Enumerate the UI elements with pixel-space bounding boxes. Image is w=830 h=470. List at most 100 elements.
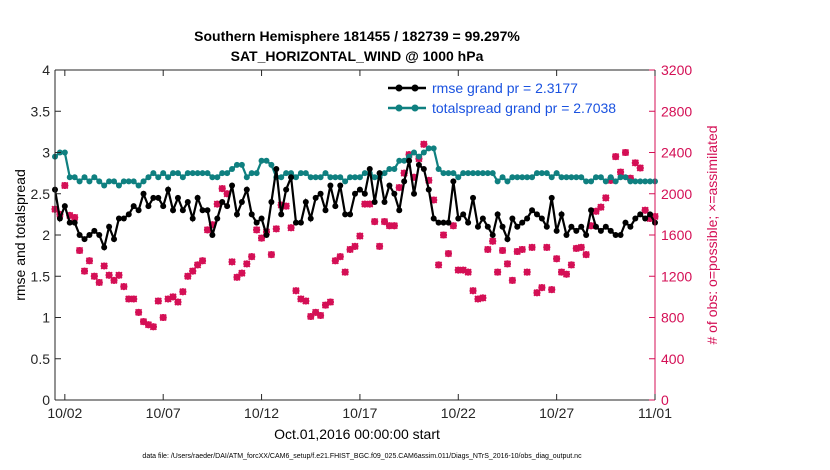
rmse-point [509, 215, 516, 222]
obs-assimilated-point [66, 211, 74, 219]
obs-assimilated-point [297, 295, 305, 303]
obs-assimilated-point [430, 196, 438, 204]
y-left-tick-label: 0 [42, 392, 50, 408]
spread-point [573, 174, 580, 181]
rmse-point [504, 236, 511, 243]
spread-point [292, 174, 299, 181]
spread-point [61, 149, 68, 156]
spread-point [460, 170, 467, 177]
y-right-tick-label: 400 [661, 351, 685, 367]
spread-point [248, 170, 255, 177]
rmse-point [145, 203, 152, 210]
obs-assimilated-point [110, 276, 118, 284]
rmse-point [440, 219, 447, 226]
spread-point [130, 178, 137, 185]
spread-point [578, 174, 585, 181]
obs-assimilated-point [159, 313, 167, 322]
rmse-point [484, 223, 491, 230]
spread-point [597, 174, 604, 181]
obs-assimilated-point [90, 272, 98, 280]
spread-point [420, 149, 427, 156]
rmse-point [243, 186, 250, 193]
legend-rmse-label: rmse grand pr = 2.3177 [432, 80, 578, 96]
spread-point [371, 174, 378, 181]
legend-spread-marker-2 [411, 104, 419, 112]
spread-point [140, 178, 147, 185]
spread-point [524, 174, 531, 181]
spread-point [283, 170, 290, 177]
rmse-point [278, 211, 285, 218]
rmse-point [465, 219, 472, 226]
spread-point [86, 178, 93, 185]
rmse-point [494, 211, 501, 218]
spread-point [553, 170, 560, 177]
rmse-point [135, 207, 142, 214]
rmse-point [583, 232, 590, 238]
spread-point [622, 174, 629, 181]
obs-assimilated-point [484, 245, 492, 254]
obs-assimilated-point [346, 245, 354, 254]
spread-point [307, 174, 314, 181]
spread-point [160, 170, 167, 177]
spread-point [415, 153, 422, 160]
rmse-point [435, 219, 442, 226]
spread-point [219, 170, 226, 177]
rmse-point [430, 215, 437, 222]
spread-point [396, 157, 403, 164]
spread-point [445, 170, 452, 177]
spread-point [174, 170, 181, 177]
obs-assimilated-point [341, 268, 349, 276]
obs-assimilated-point [548, 286, 556, 294]
spread-point [76, 178, 83, 185]
legend-rmse-marker [395, 84, 403, 92]
obs-assimilated-point [621, 148, 630, 157]
spread-point [165, 174, 172, 181]
rmse-point [204, 207, 211, 214]
plot-area [55, 70, 655, 400]
rmse-point [253, 219, 260, 226]
rmse-point [425, 186, 432, 193]
obs-assimilated-point [533, 289, 541, 297]
obs-assimilated-point [208, 221, 216, 229]
spread-point [184, 170, 191, 177]
rmse-point [647, 211, 654, 218]
spread-point [322, 170, 329, 177]
spread-point [538, 170, 545, 177]
obs-assimilated-point [449, 222, 457, 230]
spread-point [583, 178, 590, 185]
rmse-point [140, 190, 147, 197]
obs-assimilated-point [376, 242, 384, 250]
rmse-point [352, 190, 358, 197]
spread-point [199, 170, 206, 177]
spread-point [543, 170, 550, 177]
obs-assimilated-point [287, 224, 295, 232]
spread-point [470, 170, 477, 177]
obs-assimilated-point [189, 267, 197, 275]
obs-assimilated-point [582, 251, 590, 259]
rmse-point [307, 215, 314, 222]
rmse-point [529, 207, 536, 214]
obs-assimilated-point [425, 176, 433, 184]
spread-point [268, 161, 275, 168]
spread-point [71, 174, 78, 181]
y-left-tick-label: 1 [42, 310, 50, 326]
legend-spread-label: totalspread grand pr = 2.7038 [432, 100, 616, 116]
rmse-point [337, 182, 344, 189]
rmse-point [229, 182, 236, 189]
spread-point [224, 170, 231, 177]
rmse-point [302, 199, 309, 205]
rmse-point [568, 223, 575, 230]
x-tick-label: 10/17 [342, 405, 377, 421]
spread-point [209, 174, 216, 181]
obs-assimilated-point [257, 234, 266, 242]
obs-assimilated-point [494, 268, 502, 276]
rmse-point [642, 215, 649, 222]
rmse-point [332, 203, 339, 210]
y-right-tick-label: 2400 [661, 145, 692, 161]
obs-assimilated-point [135, 308, 143, 316]
obs-assimilated-point [454, 266, 462, 274]
rmse-point [199, 207, 206, 214]
rmse-point [361, 190, 368, 197]
obs-assimilated-point [523, 268, 531, 276]
obs-assimilated-point [641, 206, 649, 214]
